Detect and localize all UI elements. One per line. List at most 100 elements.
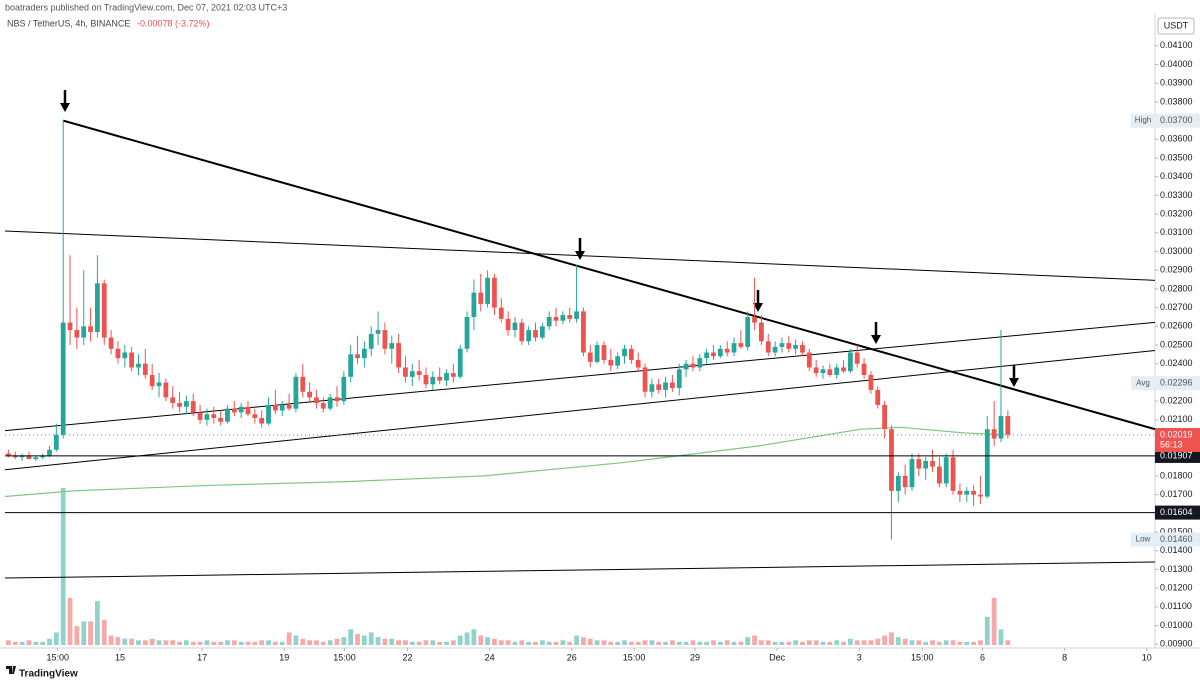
candle-body	[936, 466, 942, 484]
candle-body	[752, 316, 757, 323]
candle-body	[902, 475, 908, 488]
volume-bar	[676, 641, 682, 645]
candle-body	[361, 348, 367, 359]
volume-bar	[40, 641, 46, 645]
volume-bar	[711, 640, 716, 645]
volume-bar	[245, 641, 251, 645]
currency: USDT	[1164, 20, 1189, 30]
y-tick-label: 0.04100	[1160, 40, 1193, 50]
volume-bar	[211, 641, 217, 645]
candle-body	[409, 371, 415, 377]
x-tick-label: 29	[690, 652, 700, 662]
candle-body	[314, 397, 319, 404]
y-tick-label: 0.02100	[1160, 414, 1193, 424]
candle-body	[1005, 416, 1011, 435]
candle-body	[505, 318, 511, 331]
candle-body	[464, 316, 470, 349]
volume-bar	[149, 638, 155, 645]
x-tick-label: Dec	[769, 652, 786, 662]
volume-bar	[943, 640, 949, 645]
volume-bar	[854, 640, 860, 645]
volume-bar	[382, 638, 388, 645]
volume-bar	[361, 635, 367, 645]
candle-body	[382, 330, 388, 349]
y-tick-label: 0.01100	[1160, 601, 1192, 611]
candle-body	[437, 376, 443, 381]
y-tick-label: 0.01300	[1160, 564, 1193, 574]
candle-body	[861, 363, 867, 375]
arrow	[753, 290, 763, 312]
volume-bar	[396, 640, 401, 645]
volume-bar	[327, 640, 333, 645]
y-tick-label: 0.02500	[1160, 339, 1193, 349]
candle-body	[916, 459, 922, 469]
volume-bar	[875, 638, 881, 645]
candle-body	[184, 401, 189, 407]
volume-bar	[355, 634, 360, 645]
candle-body	[334, 397, 340, 402]
trendline	[62, 119, 1155, 431]
volume-bar	[724, 640, 730, 645]
level-badge	[1155, 448, 1200, 463]
volume-bar	[252, 641, 258, 645]
candle-body	[533, 330, 538, 338]
candle-body	[786, 343, 792, 349]
volume-bar	[266, 640, 271, 645]
volume-bar	[642, 640, 648, 645]
candle-body	[827, 369, 833, 375]
volume-bar	[108, 635, 114, 645]
volume-bar	[1005, 640, 1011, 645]
stat-name-badge	[1131, 113, 1155, 128]
candle-body	[526, 330, 532, 342]
candle-body	[690, 363, 696, 368]
y-tick-label: 0.01000	[1160, 620, 1193, 630]
candle-body	[149, 374, 155, 387]
volume-bar	[74, 626, 80, 645]
candle-body	[608, 359, 614, 366]
volume-bar	[430, 640, 436, 645]
volume-bar	[47, 638, 52, 645]
candle-body	[800, 345, 805, 353]
candle-body	[834, 367, 840, 375]
candle-body	[820, 369, 826, 374]
y-tick-label: 0.03900	[1160, 78, 1193, 88]
candle-body	[615, 356, 621, 366]
volume-bar	[368, 632, 374, 645]
volume-bar	[615, 641, 621, 645]
x-tick-label: 26	[567, 652, 577, 662]
trendline	[4, 349, 1155, 471]
candle-body	[581, 311, 586, 353]
candle-body	[26, 455, 32, 460]
volume-bar	[389, 638, 395, 645]
volume-bar	[505, 640, 511, 645]
volume-bar	[512, 641, 518, 645]
volume-bar	[88, 621, 93, 645]
level-badge	[1155, 505, 1200, 520]
volume-bar	[485, 637, 490, 645]
candle-body	[587, 352, 593, 362]
candle-body	[245, 406, 251, 415]
volume-bar	[601, 640, 607, 645]
volume-bar	[957, 641, 963, 645]
y-tick-label: 0.03800	[1160, 96, 1193, 106]
candle-body	[293, 376, 299, 409]
x-tick-label: 24	[485, 652, 495, 662]
volume-bar	[184, 640, 189, 645]
candle-body	[341, 376, 347, 402]
candle-body	[991, 429, 997, 439]
y-tick-label: 0.03500	[1160, 152, 1193, 162]
volume-bar	[471, 629, 477, 645]
volume-bar	[225, 640, 230, 645]
volume-bar	[847, 638, 853, 645]
candle-body	[759, 322, 764, 342]
candle-body	[889, 429, 894, 491]
volume-bar	[129, 638, 135, 645]
volume-bar	[348, 629, 354, 645]
volume-bar	[697, 641, 703, 645]
candle-body	[348, 354, 354, 377]
candle-body	[594, 345, 600, 362]
volume-bar	[492, 638, 497, 645]
candle-body	[772, 346, 778, 353]
volume-bar	[218, 641, 224, 645]
candle-body	[279, 404, 285, 411]
